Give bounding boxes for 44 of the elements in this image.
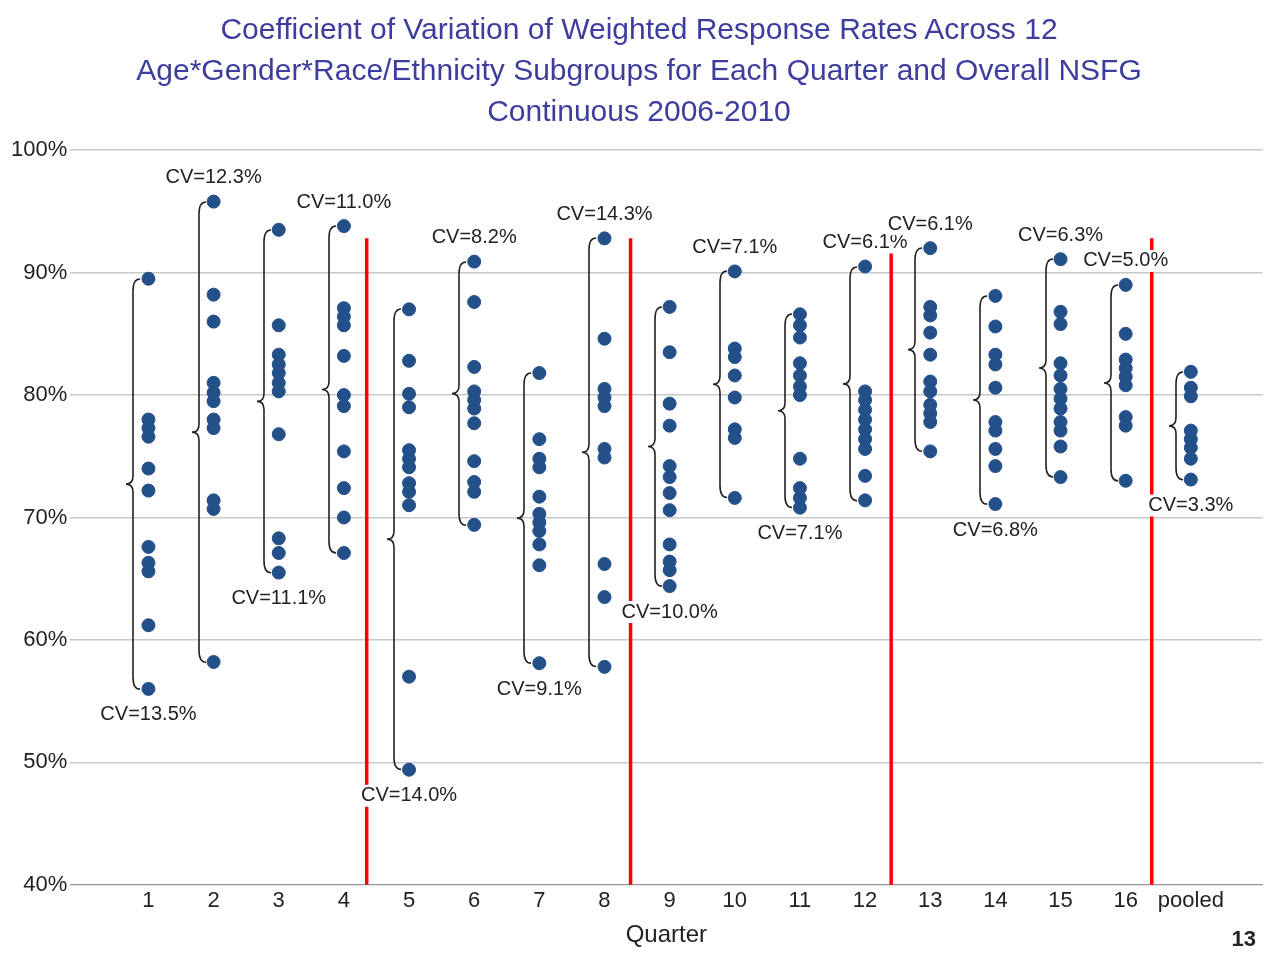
annotation: CV=6.3%	[1018, 222, 1104, 245]
x-tick-label: 16	[1113, 887, 1138, 913]
y-tick-label: 70%	[23, 503, 68, 529]
x-tick-label: 15	[1048, 887, 1073, 913]
annotation: CV=14.0%	[360, 783, 458, 806]
y-tick-label: 60%	[23, 626, 68, 651]
annotation: CV=10.0%	[621, 599, 718, 622]
x-tick-label: 8	[598, 887, 611, 913]
x-tick-label: 14	[983, 887, 1008, 913]
x-tick-label: 2	[207, 887, 220, 913]
x-tick-label: 9	[663, 887, 676, 913]
x-tick-label: 5	[402, 887, 416, 913]
annotation: CV=9.1%	[496, 676, 583, 699]
annotation: CV=3.3%	[1148, 493, 1234, 516]
annotation: CV=6.1%	[887, 211, 973, 234]
x-tick-label: 10	[722, 887, 748, 913]
annotation: CV=5.0%	[1083, 248, 1169, 271]
x-tick-label: 6	[468, 887, 481, 913]
chart-title: Coefficient of Variation of Weighted Response Rates Across 12 Age*Gender*Race/Ethnicity Subgroups for Each Quarter and Overall NSFG Continuous 2006-2010	[135, 11, 1143, 129]
x-tick-label: 11	[788, 887, 812, 913]
text: 13	[1231, 926, 1256, 952]
x-tick-label: 7	[533, 887, 546, 913]
x-tick-label: pooled	[1157, 887, 1224, 913]
annotation: CV=13.5%	[100, 702, 197, 725]
x-tick-label: 4	[337, 887, 351, 913]
annotation: CV=7.1%	[757, 521, 843, 544]
y-tick-label: 100%	[10, 136, 68, 162]
annotation: CV=11.0%	[296, 189, 392, 212]
annotation: CV=14.3%	[556, 201, 653, 224]
y-tick-label: 40%	[23, 870, 68, 896]
annotation: CV=12.3%	[165, 165, 262, 188]
x-tick-label: 1	[142, 887, 155, 913]
x-axis-title: Quarter	[625, 920, 708, 948]
annotation: CV=6.8%	[952, 517, 1039, 540]
annotation: CV=6.1%	[822, 230, 908, 253]
x-tick-label: 3	[272, 887, 285, 913]
annotation: CV=11.1%	[231, 586, 327, 609]
x-tick-label: 13	[918, 887, 943, 913]
x-tick-label: 12	[852, 887, 878, 913]
annotation: CV=7.1%	[692, 234, 778, 257]
y-tick-label: 50%	[23, 748, 68, 774]
annotation: CV=8.2%	[431, 225, 517, 248]
y-tick-label: 90%	[23, 258, 68, 284]
y-tick-label: 80%	[23, 381, 68, 407]
